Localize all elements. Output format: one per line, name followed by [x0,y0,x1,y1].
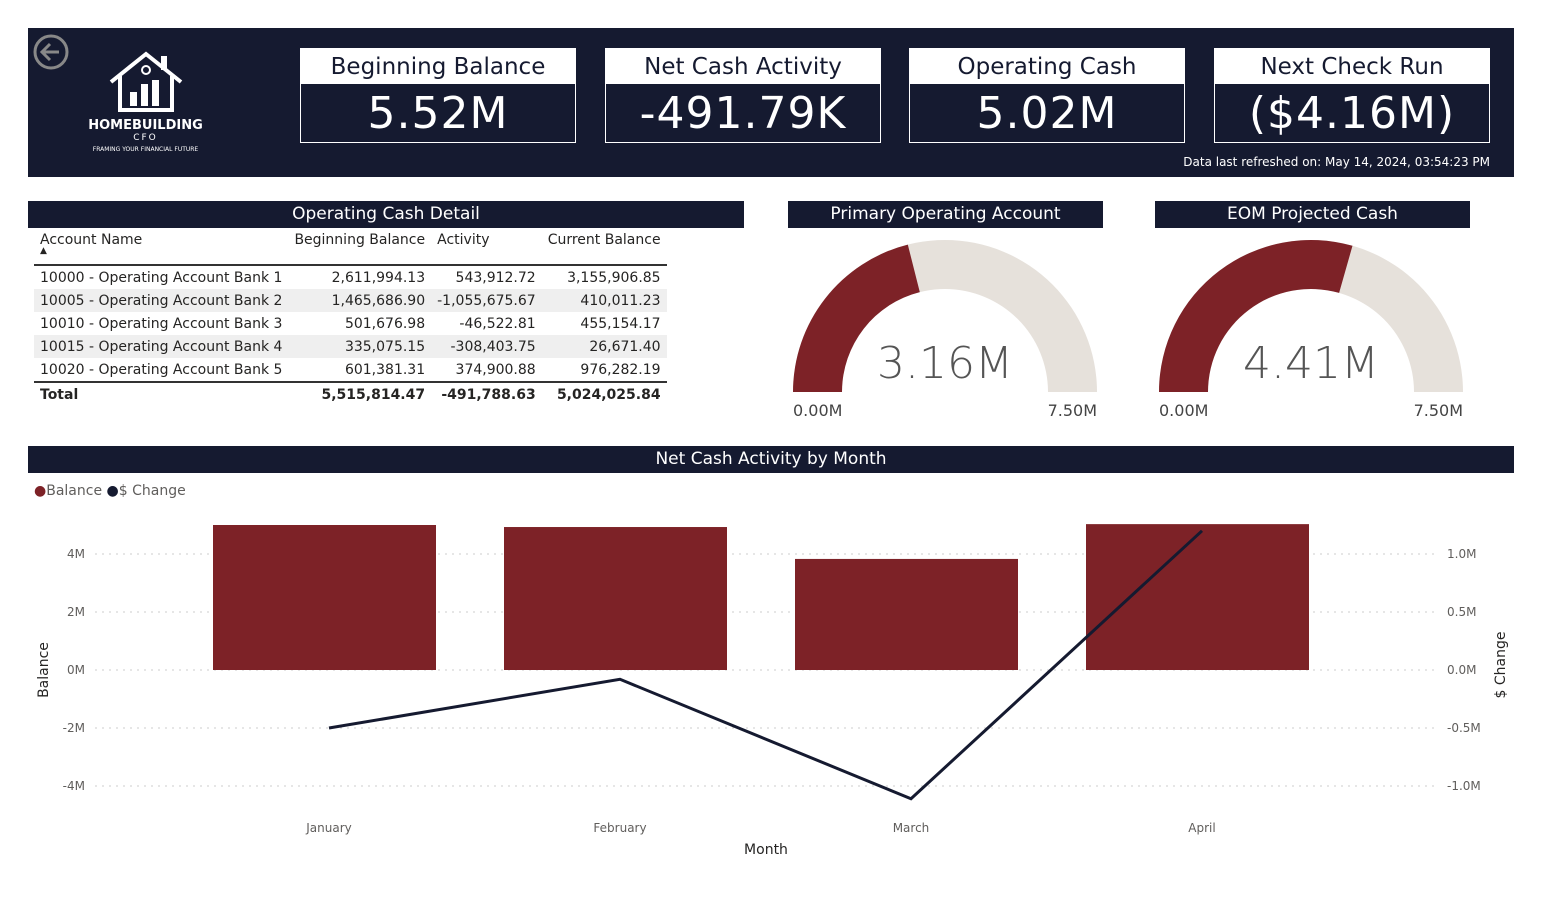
y-tick: -2M [63,721,85,735]
x-tick: February [593,821,646,835]
gauge-title: Primary Operating Account [788,201,1103,228]
table-cell: 501,676.98 [344,315,426,332]
table-cell: 1,465,686.90 [288,289,432,312]
table-cell: 2,611,994.13 [331,269,426,286]
gauge [793,240,1097,392]
table-cell: -1,055,675.67 [431,289,542,312]
gauge-max: 7.50M [1047,401,1097,420]
table-row[interactable]: 10020 - Operating Account Bank 5 601,381.… [34,358,667,382]
x-tick: January [305,821,352,835]
gauge [1159,239,1463,392]
total-cell: 5,515,814.47 [288,381,432,406]
bar-february [504,527,727,670]
gauge-min: 0.00M [1159,401,1209,420]
gauge-min: 0.00M [793,401,843,420]
y-tick: 2M [67,605,85,619]
column-header-beginning[interactable]: Beginning Balance [294,232,426,248]
y-axis-title: Balance [36,642,52,698]
table-cell: 10015 - Operating Account Bank 4 [34,335,289,358]
table-row[interactable]: 10015 - Operating Account Bank 4 335,075.… [34,335,667,358]
y2-tick: -1.0M [1447,779,1481,793]
gauge-value: 3.16M [877,338,1013,389]
bar-january [213,525,436,670]
total-cell: Total [34,381,289,406]
y2-tick: 1.0M [1447,547,1476,561]
operating-cash-table: Account Name ▲ Beginning Balance Activity… [34,228,667,406]
company-logo: HOMEBUILDING CFO FRAMING YOUR FINANCIAL … [73,48,218,168]
y-tick: 4M [67,547,85,561]
table-cell: 543,912.72 [455,269,536,286]
y2-tick: 0.5M [1447,605,1476,619]
table-cell: 10010 - Operating Account Bank 3 [40,315,283,332]
gauge-max: 7.50M [1413,401,1463,420]
arrow-left-circle-icon[interactable] [32,33,70,71]
house-chart-icon [109,51,182,112]
x-tick: April [1188,821,1215,835]
table-cell: 976,282.19 [580,361,661,378]
chart-legend: ●Balance ●$ Change [34,483,186,499]
table-cell: 10005 - Operating Account Bank 2 [34,289,289,312]
y-tick: 0M [67,663,85,677]
table-cell: 26,671.40 [541,335,667,358]
table-cell: -46,522.81 [459,315,536,332]
table-cell: 10000 - Operating Account Bank 1 [40,269,283,286]
column-header-current[interactable]: Current Balance [547,232,661,248]
table-cell: 374,900.88 [455,361,536,378]
change-line [328,529,1204,801]
column-header-account[interactable]: Account Name ▲ [34,228,288,265]
legend-balance[interactable]: Balance [46,483,103,499]
gauge-fill [793,244,920,392]
gauge-fill [1159,239,1353,392]
x-axis-title: Month [744,842,788,858]
bar-april [1086,524,1309,670]
refresh-timestamp: Data last refreshed on: May 14, 2024, 03… [1183,155,1490,169]
table-cell: 455,154.17 [580,315,661,332]
y2-tick: -0.5M [1447,721,1481,735]
total-cell: -491,788.63 [431,381,542,406]
chart-title: Net Cash Activity by Month [28,446,1514,473]
table-row[interactable]: 10010 - Operating Account Bank 3 501,676.… [34,312,667,335]
table-title: Operating Cash Detail [28,201,744,228]
kpi-next-check-run: Next Check Run ($4.16M) [1214,48,1490,144]
header-banner: HOMEBUILDING CFO FRAMING YOUR FINANCIAL … [28,28,1514,177]
bar-march [795,558,1018,670]
y2-axis-title: $ Change [1493,632,1509,699]
y2-tick: 0.0M [1447,663,1476,677]
table-total-row: Total 5,515,814.47 -491,788.63 5,024,025.84 [34,381,667,406]
table-cell: 10020 - Operating Account Bank 5 [40,361,283,378]
gauge-value: 4.41M [1243,338,1379,389]
legend-marker-balance: ● [34,483,47,499]
table-cell: 601,381.31 [344,361,426,378]
gauge-title: EOM Projected Cash [1155,201,1470,228]
kpi-net-cash-activity: Net Cash Activity -491.79K [605,48,881,144]
y-tick: -4M [63,779,85,793]
total-cell: 5,024,025.84 [541,381,667,406]
legend-marker-change: ● [106,483,119,499]
table-cell: -308,403.75 [431,335,542,358]
net-cash-chart: 4M 1.0M 2M 0.5M 0M 0.0M -2M -0.5M -4M -1.0M Januar… [36,524,1509,858]
table-cell: 410,011.23 [541,289,667,312]
sort-ascending-icon: ▲ [40,246,47,256]
legend-change[interactable]: $ Change [118,483,186,499]
table-cell: 335,075.15 [288,335,432,358]
table-cell: 3,155,906.85 [567,269,661,286]
x-tick: March [893,821,930,835]
table-row[interactable]: 10000 - Operating Account Bank 1 2,611,99… [34,265,667,289]
column-header-activity[interactable]: Activity [437,232,490,248]
kpi-operating-cash: Operating Cash 5.02M [909,48,1185,144]
kpi-beginning-balance: Beginning Balance 5.52M [300,48,576,144]
table-row[interactable]: 10005 - Operating Account Bank 2 1,465,68… [34,289,667,312]
